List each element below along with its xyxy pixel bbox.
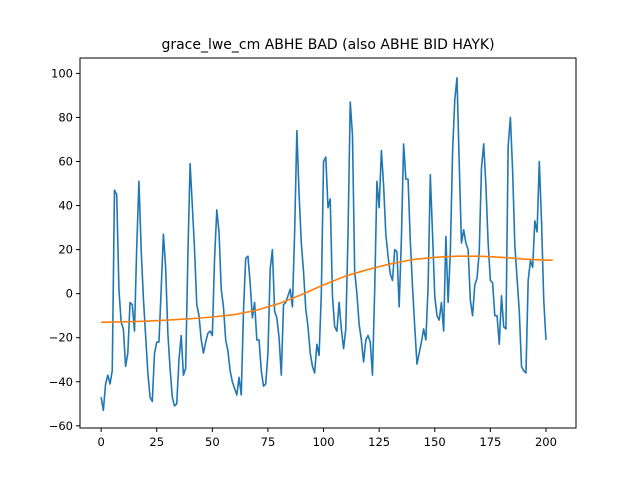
y-tick-label: 80 <box>58 110 73 124</box>
y-tick-label: 0 <box>66 287 73 301</box>
axes-frame <box>79 57 577 429</box>
x-tick-label: 125 <box>368 435 390 449</box>
x-tick-label: 0 <box>97 435 104 449</box>
y-tick-label: −20 <box>49 331 73 345</box>
y-tick-label: −60 <box>49 419 73 433</box>
y-tick-label: 60 <box>58 155 73 169</box>
x-axis: 0 25 50 75 100 125 150 175 200 <box>97 428 557 449</box>
x-tick-label: 25 <box>149 435 164 449</box>
x-tick-label: 175 <box>479 435 501 449</box>
x-tick-label: 150 <box>424 435 446 449</box>
plot-area <box>100 77 553 412</box>
series-line-1 <box>100 77 547 412</box>
y-tick-label: 100 <box>51 66 73 80</box>
y-axis: −60 −40 −20 0 20 40 60 80 100 <box>49 66 80 433</box>
chart-title: grace_lwe_cm ABHE BAD (also ABHE BID HAY… <box>161 37 494 53</box>
y-tick-label: −40 <box>49 375 73 389</box>
x-tick-label: 100 <box>313 435 335 449</box>
x-tick-label: 50 <box>205 435 220 449</box>
x-tick-label: 200 <box>535 435 557 449</box>
y-tick-label: 20 <box>58 243 73 257</box>
y-tick-label: 40 <box>58 199 73 213</box>
series-line-2 <box>101 255 553 324</box>
x-tick-label: 75 <box>261 435 276 449</box>
